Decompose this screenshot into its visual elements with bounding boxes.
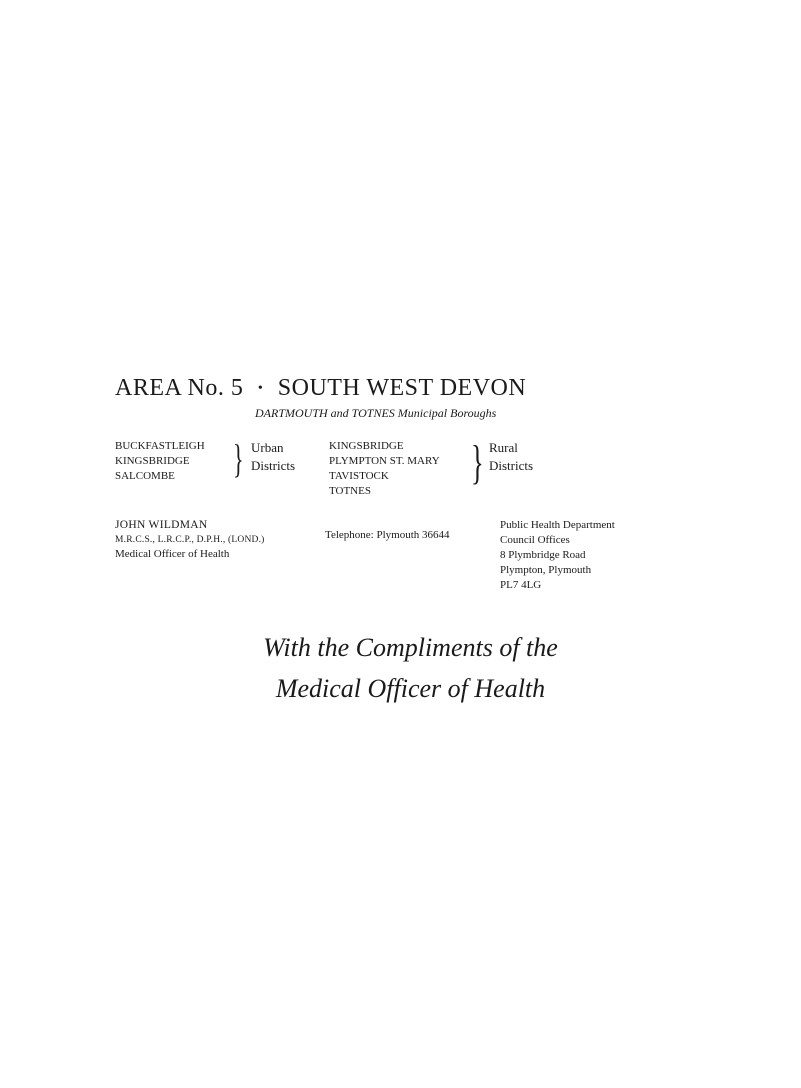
brace-icon: }	[233, 439, 251, 479]
rural-districts-list: KINGSBRIDGE PLYMPTON ST. MARY TAVISTOCK …	[329, 439, 471, 498]
urban-districts-list: BUCKFASTLEIGH KINGSBRIDGE SALCOMBE	[115, 439, 233, 484]
rural-label: Rural Districts	[489, 439, 559, 474]
compliments-script: With the Compliments of the Medical Offi…	[115, 627, 706, 710]
contact-row: JOHN WILDMAN M.R.C.S., L.R.C.P., D.P.H.,…	[115, 518, 706, 592]
list-item: PLYMPTON ST. MARY	[329, 454, 471, 469]
title-separator-dot: •	[258, 381, 263, 396]
telephone: Telephone: Plymouth 36644	[325, 518, 500, 592]
urban-label-l1: Urban	[251, 439, 329, 457]
page-title: AREA No. 5 • SOUTH WEST DEVON	[115, 375, 706, 402]
subtitle: DARTMOUTH and TOTNES Municipal Boroughs	[255, 406, 706, 421]
script-line-1: With the Compliments of the	[115, 627, 706, 669]
rural-label-l1: Rural	[489, 439, 559, 457]
list-item: TAVISTOCK	[329, 469, 471, 484]
list-item: TOTNES	[329, 484, 471, 499]
list-item: BUCKFASTLEIGH	[115, 439, 233, 454]
rural-label-l2: Districts	[489, 457, 559, 475]
list-item: KINGSBRIDGE	[329, 439, 471, 454]
list-item: SALCOMBE	[115, 469, 233, 484]
address-line: PL7 4LG	[500, 578, 706, 593]
address-line: Council Offices	[500, 533, 706, 548]
districts-row: BUCKFASTLEIGH KINGSBRIDGE SALCOMBE } Urb…	[115, 439, 706, 498]
document-page: AREA No. 5 • SOUTH WEST DEVON DARTMOUTH …	[0, 0, 801, 1088]
officer-block: JOHN WILDMAN M.R.C.S., L.R.C.P., D.P.H.,…	[115, 518, 325, 592]
title-area-label: AREA	[115, 375, 181, 401]
brace-icon: }	[471, 439, 489, 487]
script-line-2: Medical Officer of Health	[115, 668, 706, 710]
department-address: Public Health Department Council Offices…	[500, 518, 706, 592]
officer-name: JOHN WILDMAN	[115, 518, 325, 534]
officer-title: Medical Officer of Health	[115, 547, 325, 562]
address-line: Public Health Department	[500, 518, 706, 533]
list-item: KINGSBRIDGE	[115, 454, 233, 469]
officer-qualifications: M.R.C.S., L.R.C.P., D.P.H., (LOND.)	[115, 534, 325, 547]
address-line: Plympton, Plymouth	[500, 563, 706, 578]
title-region-name: SOUTH WEST DEVON	[278, 375, 526, 401]
urban-label-l2: Districts	[251, 457, 329, 475]
title-area-no: No. 5	[188, 375, 244, 401]
address-line: 8 Plymbridge Road	[500, 548, 706, 563]
urban-label: Urban Districts	[251, 439, 329, 474]
